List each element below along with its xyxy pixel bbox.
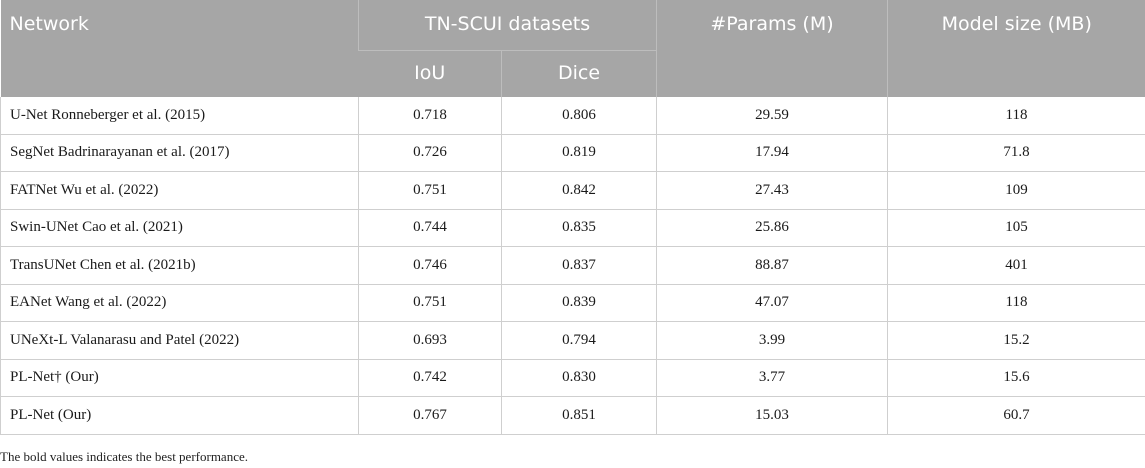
table-row: PL-Net (Our) 0.767 0.851 15.03 60.7	[0, 396, 1145, 435]
dice-cell: 0.842	[500, 171, 657, 210]
network-cell: EANet Wang et al. (2022)	[0, 284, 359, 322]
params-cell: 47.07	[656, 284, 888, 322]
iou-cell: 0.767	[358, 396, 502, 435]
params-cell: 3.77	[656, 359, 888, 397]
iou-cell: 0.693	[358, 321, 502, 360]
network-cell: Swin-UNet Cao et al. (2021)	[0, 209, 359, 247]
network-cell: PL-Net† (Our)	[0, 359, 359, 397]
header-model-size: Model size (MB)	[887, 0, 1145, 97]
dice-cell: 0.837	[500, 246, 657, 285]
header-tn-scui-datasets: TN-SCUI datasets	[357, 0, 657, 51]
dice-cell: 0.851	[500, 396, 657, 435]
table-row: EANet Wang et al. (2022) 0.751 0.839 47.…	[0, 284, 1145, 322]
network-cell: SegNet Badrinarayanan et al. (2017)	[0, 134, 359, 172]
table-footnote: The bold values indicates the best perfo…	[0, 449, 248, 464]
table-row: UNeXt-L Valanarasu and Patel (2022) 0.69…	[0, 321, 1145, 360]
size-cell: 118	[887, 97, 1145, 135]
network-cell: FATNet Wu et al. (2022)	[0, 171, 359, 210]
header-dice: Dice	[500, 50, 657, 97]
network-cell: U-Net Ronneberger et al. (2015)	[0, 97, 359, 135]
dice-cell: 0.819	[500, 134, 657, 172]
header-network: Network	[0, 0, 359, 97]
iou-cell: 0.746	[358, 246, 502, 285]
params-cell: 25.86	[656, 209, 888, 247]
iou-cell: 0.726	[358, 134, 502, 172]
table-row: SegNet Badrinarayanan et al. (2017) 0.72…	[0, 134, 1145, 172]
size-cell: 118	[887, 284, 1145, 322]
size-cell: 105	[887, 209, 1145, 247]
iou-cell: 0.751	[358, 284, 502, 322]
params-cell: 17.94	[656, 134, 888, 172]
iou-cell: 0.751	[358, 171, 502, 210]
table-row: Swin-UNet Cao et al. (2021) 0.744 0.835 …	[0, 209, 1145, 247]
dice-cell: 0.830	[500, 359, 657, 397]
params-cell: 15.03	[656, 396, 888, 435]
params-cell: 88.87	[656, 246, 888, 285]
dice-cell: 0.806	[500, 97, 657, 135]
size-cell: 109	[887, 171, 1145, 210]
dice-cell: 0.794	[500, 321, 657, 360]
header-iou: IoU	[358, 50, 502, 97]
header-params: #Params (M)	[656, 0, 888, 97]
iou-cell: 0.718	[358, 97, 502, 135]
network-cell: UNeXt-L Valanarasu and Patel (2022)	[0, 321, 359, 360]
size-cell: 15.6	[887, 359, 1145, 397]
table-row: TransUNet Chen et al. (2021b) 0.746 0.83…	[0, 246, 1145, 285]
size-cell: 71.8	[887, 134, 1145, 172]
table-body: U-Net Ronneberger et al. (2015) 0.718 0.…	[0, 97, 1145, 435]
table-header: Network TN-SCUI datasets #Params (M) Mod…	[0, 0, 1145, 97]
dice-cell: 0.839	[500, 284, 657, 322]
table-row: U-Net Ronneberger et al. (2015) 0.718 0.…	[0, 97, 1145, 135]
results-table: Network TN-SCUI datasets #Params (M) Mod…	[0, 0, 1145, 435]
params-cell: 3.99	[656, 321, 888, 360]
iou-cell: 0.742	[358, 359, 502, 397]
network-cell: PL-Net (Our)	[0, 396, 359, 435]
iou-cell: 0.744	[358, 209, 502, 247]
params-cell: 29.59	[656, 97, 888, 135]
table-row: FATNet Wu et al. (2022) 0.751 0.842 27.4…	[0, 171, 1145, 210]
table-row: PL-Net† (Our) 0.742 0.830 3.77 15.6	[0, 359, 1145, 397]
size-cell: 401	[887, 246, 1145, 285]
dice-cell: 0.835	[500, 209, 657, 247]
size-cell: 60.7	[887, 396, 1145, 435]
params-cell: 27.43	[656, 171, 888, 210]
size-cell: 15.2	[887, 321, 1145, 360]
network-cell: TransUNet Chen et al. (2021b)	[0, 246, 359, 285]
